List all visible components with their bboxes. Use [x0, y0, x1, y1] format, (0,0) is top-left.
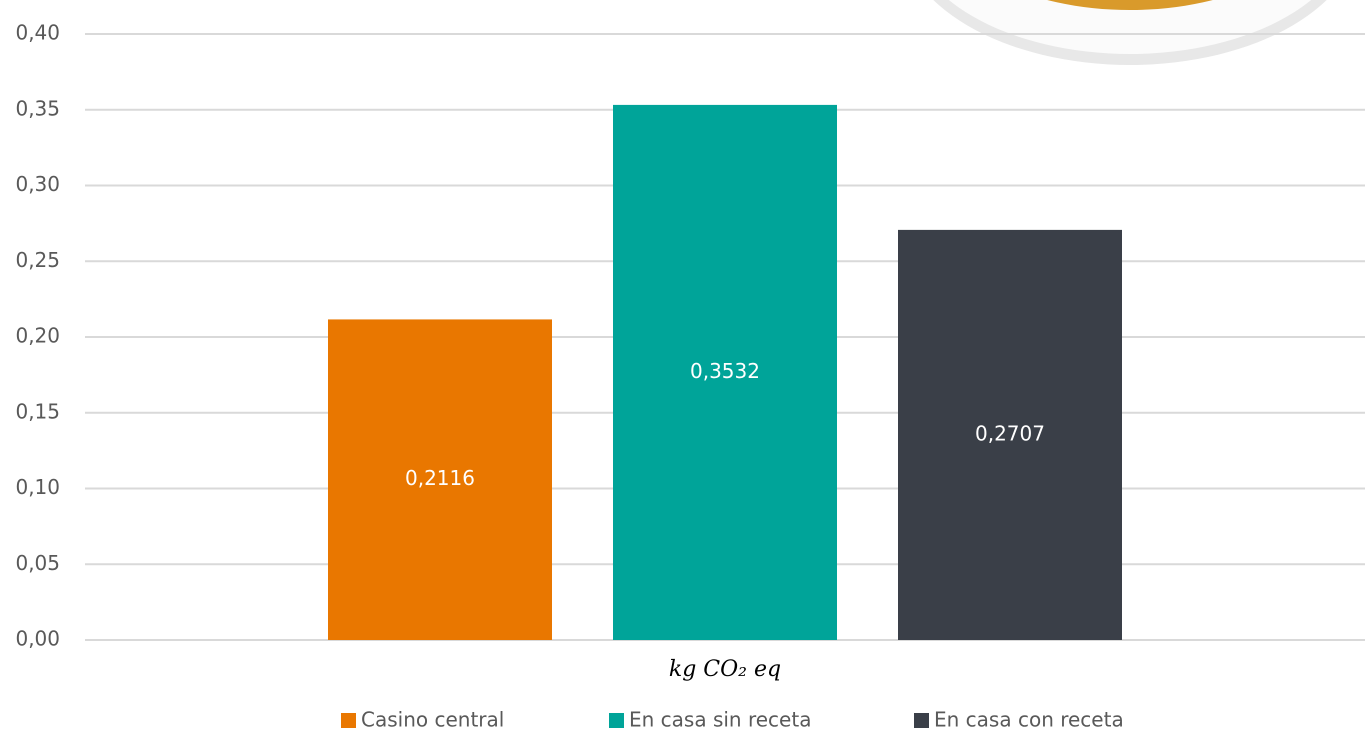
bar — [898, 229, 1122, 640]
legend-swatch — [341, 713, 356, 728]
x-category-label: kg CO₂ eq — [669, 657, 781, 682]
legend-item: En casa sin receta — [609, 708, 811, 729]
y-tick-label: 0,40 — [15, 21, 60, 45]
legend-swatch — [914, 713, 929, 728]
legend-swatch — [609, 713, 624, 728]
y-tick-label: 0,00 — [15, 627, 60, 651]
legend-label: En casa sin receta — [629, 708, 811, 729]
data-label: 0,3532 — [690, 359, 760, 383]
y-tick-label: 0,10 — [15, 475, 60, 499]
bar — [328, 319, 552, 640]
data-label: 0,2116 — [405, 466, 475, 490]
data-label: 0,2707 — [975, 421, 1045, 445]
y-tick-label: 0,20 — [15, 324, 60, 348]
y-tick-label: 0,25 — [15, 248, 60, 272]
legend-label: Casino central — [361, 708, 504, 729]
y-tick-label: 0,05 — [15, 551, 60, 575]
legend-label: En casa con receta — [934, 708, 1124, 729]
y-tick-label: 0,30 — [15, 172, 60, 196]
y-tick-label: 0,15 — [15, 399, 60, 423]
bar — [613, 104, 837, 641]
plate-photo — [933, 0, 1327, 65]
legend-item: En casa con receta — [914, 708, 1124, 729]
legend-item: Casino central — [341, 708, 504, 729]
y-tick-label: 0,35 — [15, 96, 60, 120]
